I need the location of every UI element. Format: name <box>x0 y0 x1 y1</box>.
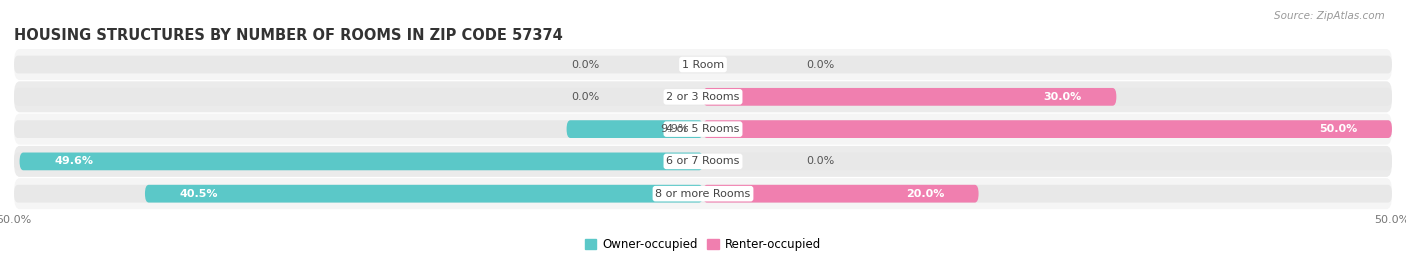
Text: Source: ZipAtlas.com: Source: ZipAtlas.com <box>1274 11 1385 21</box>
Text: 50.0%: 50.0% <box>1319 124 1358 134</box>
Text: 20.0%: 20.0% <box>905 189 945 199</box>
FancyBboxPatch shape <box>14 56 1392 73</box>
FancyBboxPatch shape <box>703 185 979 203</box>
FancyBboxPatch shape <box>14 114 1392 145</box>
Text: 0.0%: 0.0% <box>807 59 835 70</box>
Text: 0.0%: 0.0% <box>807 156 835 167</box>
FancyBboxPatch shape <box>14 146 1392 177</box>
FancyBboxPatch shape <box>14 185 1392 203</box>
FancyBboxPatch shape <box>14 178 1392 209</box>
Text: 30.0%: 30.0% <box>1043 92 1083 102</box>
FancyBboxPatch shape <box>703 88 1116 106</box>
Text: 4 or 5 Rooms: 4 or 5 Rooms <box>666 124 740 134</box>
Text: 9.9%: 9.9% <box>661 124 689 134</box>
Text: 6 or 7 Rooms: 6 or 7 Rooms <box>666 156 740 167</box>
FancyBboxPatch shape <box>14 49 1392 80</box>
Text: 0.0%: 0.0% <box>571 59 599 70</box>
Text: 8 or more Rooms: 8 or more Rooms <box>655 189 751 199</box>
FancyBboxPatch shape <box>14 120 1392 138</box>
Text: 49.6%: 49.6% <box>53 156 93 167</box>
Legend: Owner-occupied, Renter-occupied: Owner-occupied, Renter-occupied <box>579 233 827 256</box>
Text: 1 Room: 1 Room <box>682 59 724 70</box>
FancyBboxPatch shape <box>14 88 1392 106</box>
FancyBboxPatch shape <box>14 153 1392 170</box>
Text: HOUSING STRUCTURES BY NUMBER OF ROOMS IN ZIP CODE 57374: HOUSING STRUCTURES BY NUMBER OF ROOMS IN… <box>14 28 562 43</box>
FancyBboxPatch shape <box>14 81 1392 112</box>
Text: 40.5%: 40.5% <box>180 189 218 199</box>
Text: 2 or 3 Rooms: 2 or 3 Rooms <box>666 92 740 102</box>
FancyBboxPatch shape <box>145 185 703 203</box>
FancyBboxPatch shape <box>20 153 703 170</box>
FancyBboxPatch shape <box>567 120 703 138</box>
Text: 0.0%: 0.0% <box>571 92 599 102</box>
FancyBboxPatch shape <box>703 120 1392 138</box>
